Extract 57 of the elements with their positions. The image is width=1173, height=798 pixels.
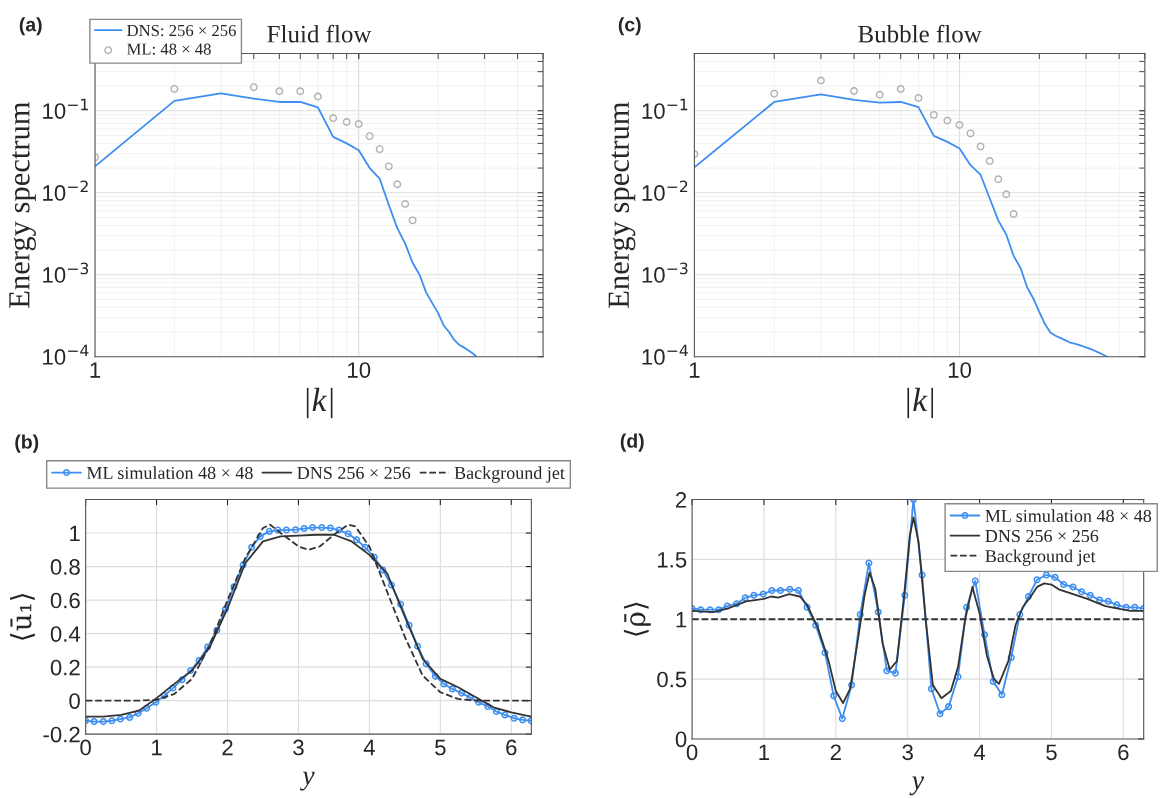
legend-label: Background jet <box>454 466 565 483</box>
x-tick-label: 4 <box>973 744 986 760</box>
y-tick-label: 10$^{−1}$ <box>642 98 688 119</box>
y-tick-label: 0.4 <box>50 626 81 642</box>
legend-label: Background jet <box>985 549 1096 566</box>
y-tick-label: 0.6 <box>50 592 80 609</box>
x-axis-title: |k| <box>907 387 934 419</box>
x-axis-title: y <box>909 776 925 796</box>
x-tick-label: 2 <box>222 739 233 756</box>
x-tick-label: 10 <box>948 362 972 378</box>
text: (d) <box>620 433 644 452</box>
legend-label: DNS 256 × 256 <box>297 466 411 480</box>
x-tick-label: 3 <box>902 744 913 761</box>
y-tick-label: 10$^{−4}$ <box>642 344 688 365</box>
legend-label: DNS 256 × 256 <box>985 529 1099 543</box>
x-tick-label: 10 <box>348 362 371 378</box>
y-axis-title: ⟨ρ̄⟩ <box>623 602 651 636</box>
y-tick-label: 10$^{−2}$ <box>43 180 88 201</box>
legend-label: ML simulation 48 × 48 <box>985 509 1152 523</box>
x-tick-label: 4 <box>363 739 375 756</box>
y-tick-label: 10$^{−3}$ <box>43 262 89 283</box>
x-tick-label: 5 <box>435 739 446 756</box>
x-tick-label: 6 <box>1118 744 1129 761</box>
y-tick-label: 10$^{−3}$ <box>642 262 688 283</box>
x-tick-label: 1 <box>90 362 101 378</box>
y-tick-label: 2 <box>675 492 687 508</box>
x-tick-label: 5 <box>1046 744 1057 761</box>
x-tick-label: 1 <box>152 739 162 756</box>
y-tick-label: -0.2 <box>43 726 80 743</box>
y-axis-title: Energy spectrum <box>608 101 636 308</box>
text: (b) <box>15 434 39 453</box>
y-tick-label: 10$^{−4}$ <box>43 344 89 365</box>
legend-label: ML simulation 48 × 48 <box>86 466 253 480</box>
legend-label: ML: 48 × 48 <box>127 43 211 55</box>
y-tick-label: 1 <box>676 612 687 628</box>
x-tick-label: 1 <box>689 362 700 378</box>
chart-title: Fluid flow <box>267 24 372 43</box>
y-axis-title: Energy spectrum <box>9 101 36 308</box>
y-tick-label: 10$^{−2}$ <box>642 180 688 201</box>
y-tick-label: 10$^{−1}$ <box>43 98 88 119</box>
y-tick-label: 1.5 <box>658 552 687 568</box>
y-tick-label: 0.2 <box>50 659 80 676</box>
x-tick-label: 3 <box>293 739 304 756</box>
y-axis-title: ⟨ū₁⟩ <box>10 593 35 640</box>
y-tick-label: 0 <box>69 693 80 709</box>
x-tick-label: 2 <box>830 744 841 760</box>
legend-label: DNS: 256 × 256 <box>127 24 236 37</box>
x-axis-title: |k| <box>306 387 333 419</box>
y-tick-label: 0.8 <box>50 559 80 575</box>
chart-title: Bubble flow <box>858 24 982 43</box>
x-tick-label: 6 <box>506 739 517 756</box>
y-tick-label: 0.5 <box>657 671 687 688</box>
x-axis-title: y <box>300 771 315 791</box>
y-tick-label: 1 <box>70 525 80 542</box>
x-tick-label: 1 <box>759 744 770 760</box>
text: (a) <box>19 17 42 36</box>
text: (c) <box>618 17 641 36</box>
